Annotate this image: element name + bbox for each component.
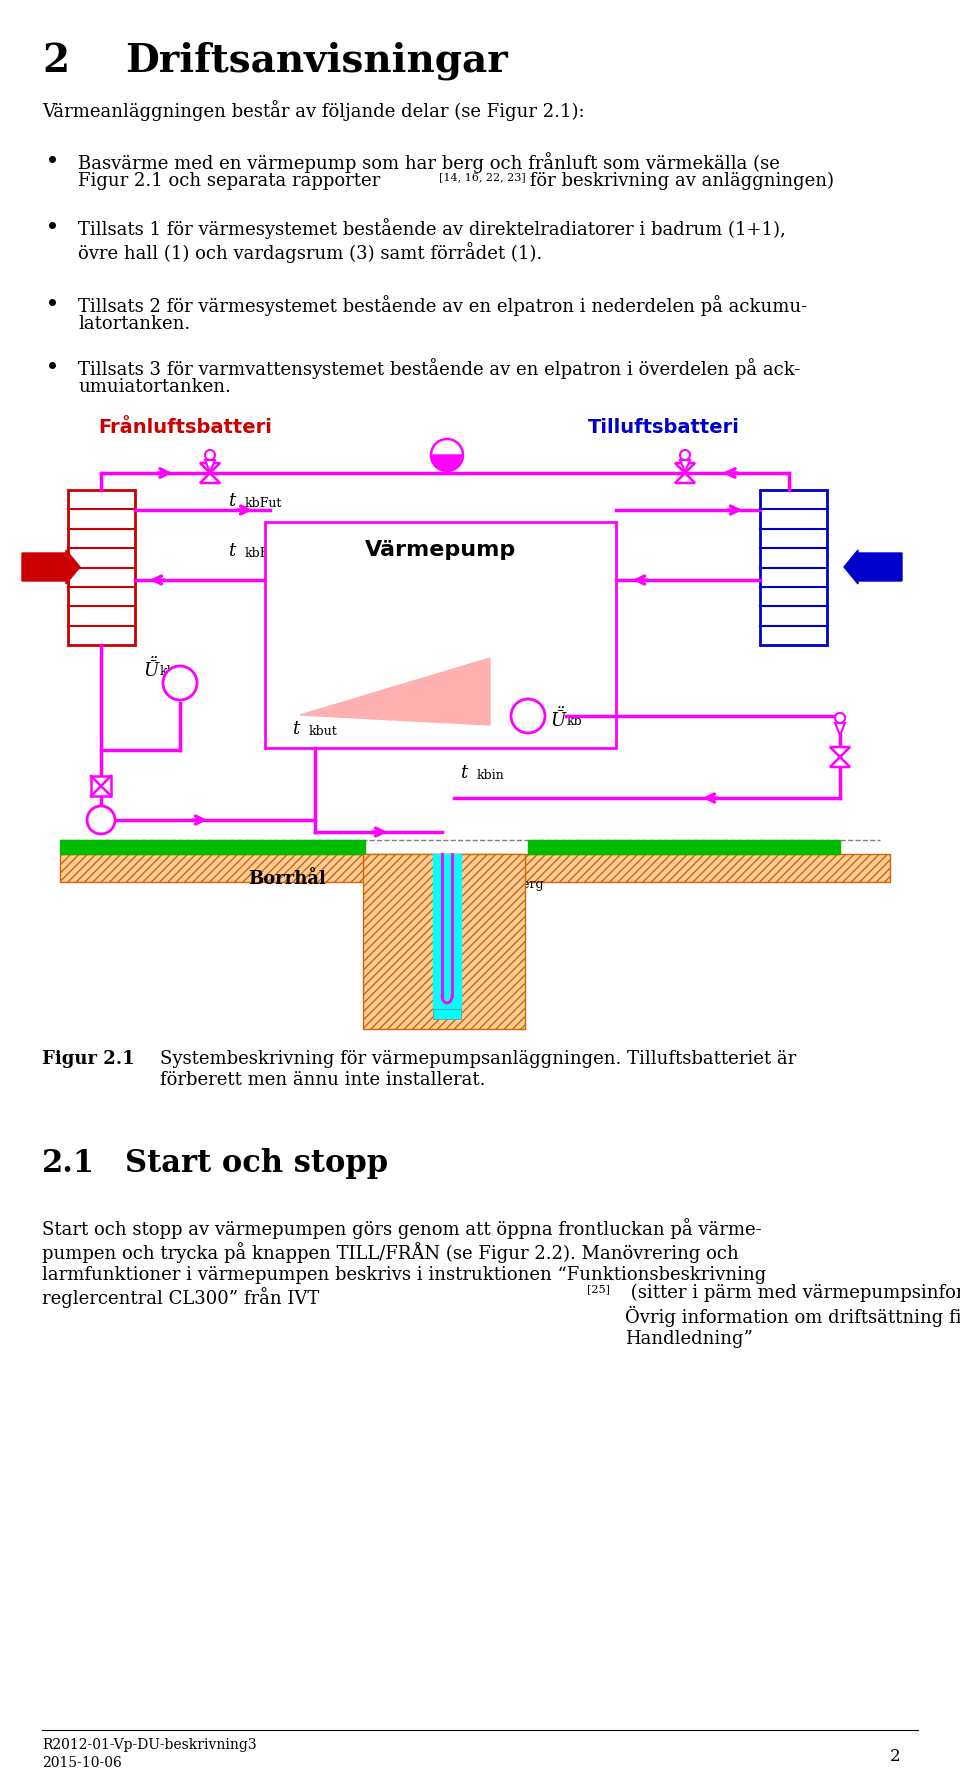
- Circle shape: [511, 699, 545, 732]
- Text: 2015-10-06: 2015-10-06: [42, 1755, 122, 1770]
- Text: kb: kb: [567, 715, 583, 729]
- Circle shape: [87, 805, 115, 834]
- Text: Systembeskrivning för värmepumpsanläggningen. Tilluftsbatteriet är
förberett men: Systembeskrivning för värmepumpsanläggni…: [160, 1050, 796, 1089]
- Polygon shape: [830, 757, 850, 766]
- Text: Ṻ: Ṻ: [143, 659, 158, 681]
- FancyArrow shape: [22, 551, 80, 584]
- Polygon shape: [431, 454, 463, 470]
- Polygon shape: [675, 463, 695, 472]
- Text: Värmepump: Värmepump: [365, 540, 516, 560]
- Text: kbF: kbF: [160, 665, 184, 677]
- Bar: [363, 854, 525, 1028]
- Text: t: t: [498, 871, 505, 889]
- Bar: [60, 854, 890, 882]
- Circle shape: [205, 451, 215, 460]
- Text: t: t: [292, 720, 300, 738]
- Text: Borrhål: Borrhål: [248, 870, 325, 887]
- Text: t: t: [228, 492, 235, 510]
- Text: 2: 2: [42, 43, 69, 80]
- Bar: [68, 490, 135, 645]
- Text: Start och stopp av värmepumpen görs genom att öppna frontluckan på värme-
pumpen: Start och stopp av värmepumpen görs geno…: [42, 1219, 766, 1308]
- Text: [25]: [25]: [587, 1285, 610, 1294]
- Text: kbFin: kbFin: [245, 547, 281, 560]
- Text: t: t: [460, 764, 468, 782]
- Bar: [91, 775, 111, 797]
- Text: 2: 2: [889, 1748, 900, 1764]
- Text: t: t: [228, 542, 235, 560]
- Text: Driftsanvisningar: Driftsanvisningar: [125, 43, 508, 80]
- Polygon shape: [200, 463, 220, 472]
- Text: Värmeanläggningen består av följande delar (se Figur 2.1):: Värmeanläggningen består av följande del…: [42, 100, 585, 121]
- Text: R2012-01-Vp-DU-beskrivning3: R2012-01-Vp-DU-beskrivning3: [42, 1737, 256, 1752]
- Text: [14, 16, 22, 23]: [14, 16, 22, 23]: [439, 173, 526, 182]
- Text: för beskrivning av anläggningen): för beskrivning av anläggningen): [524, 173, 834, 191]
- Polygon shape: [300, 658, 490, 725]
- Circle shape: [835, 713, 845, 723]
- Text: Tilluftsbatteri: Tilluftsbatteri: [588, 419, 740, 437]
- Text: Figur 2.1: Figur 2.1: [42, 1050, 134, 1067]
- Polygon shape: [675, 472, 695, 483]
- Bar: [265, 522, 616, 748]
- Text: kbin: kbin: [477, 770, 505, 782]
- Polygon shape: [200, 472, 220, 483]
- Text: (sitter i pärm med värmepumpsinformation).
Övrig information om driftsättning fi: (sitter i pärm med värmepumpsinformation…: [625, 1285, 960, 1347]
- Bar: [760, 490, 827, 645]
- Bar: [433, 854, 461, 1014]
- Text: Tillsats 1 för värmesystemet bestående av direktelradiatorer i badrum (1+1),
övr: Tillsats 1 för värmesystemet bestående a…: [78, 217, 785, 264]
- Text: Tillsats 2 för värmesystemet bestående av en elpatron i nederdelen på ackumu-: Tillsats 2 för värmesystemet bestående a…: [78, 296, 807, 315]
- FancyArrow shape: [844, 551, 902, 584]
- Bar: [528, 839, 840, 854]
- Text: 2.1: 2.1: [42, 1148, 95, 1180]
- Polygon shape: [680, 460, 690, 472]
- Bar: [433, 1009, 461, 1019]
- Circle shape: [163, 666, 197, 700]
- Text: latortanken.: latortanken.: [78, 315, 190, 333]
- Text: Basvärme med en värmepump som har berg och frånluft som värmekälla (se: Basvärme med en värmepump som har berg o…: [78, 151, 780, 173]
- Circle shape: [680, 451, 690, 460]
- Text: berg: berg: [515, 879, 544, 891]
- Circle shape: [431, 438, 463, 470]
- Text: Tillsats 3 för varmvattensystemet bestående av en elpatron i överdelen på ack-: Tillsats 3 för varmvattensystemet beståe…: [78, 358, 801, 380]
- Text: Figur 2.1 och separata rapporter: Figur 2.1 och separata rapporter: [78, 173, 380, 191]
- Polygon shape: [835, 723, 845, 734]
- Text: umuiatortanken.: umuiatortanken.: [78, 378, 230, 396]
- Text: kbFut: kbFut: [245, 497, 282, 510]
- Polygon shape: [830, 747, 850, 757]
- Text: Frånluftsbatteri: Frånluftsbatteri: [98, 419, 272, 437]
- Text: Start och stopp: Start och stopp: [125, 1148, 388, 1180]
- Polygon shape: [205, 460, 215, 472]
- Bar: [60, 839, 365, 854]
- Text: Ṻ: Ṻ: [550, 709, 565, 731]
- Text: kbut: kbut: [309, 725, 338, 738]
